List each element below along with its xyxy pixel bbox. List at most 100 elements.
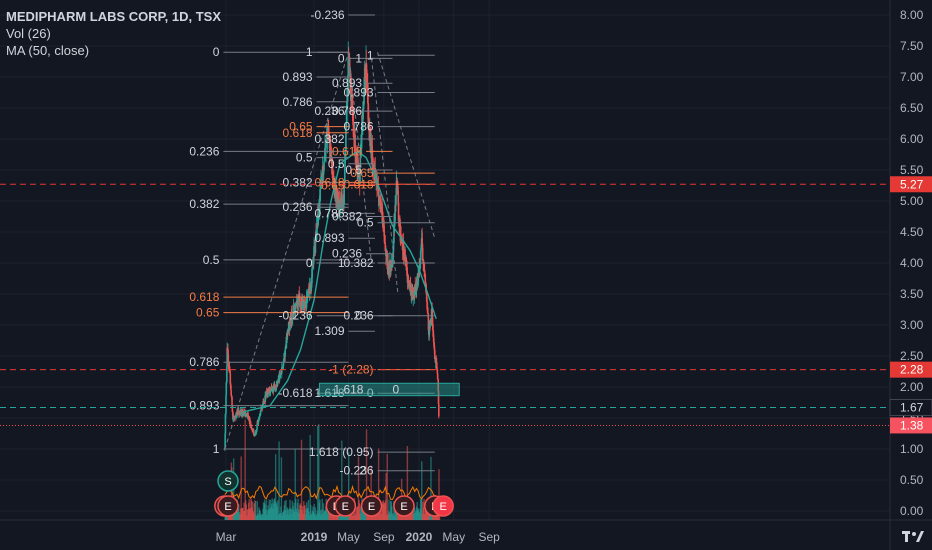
earnings-event-marker[interactable]: E: [432, 495, 454, 517]
candle-body: [306, 296, 308, 300]
candle-body: [274, 386, 277, 390]
candle-body: [383, 235, 386, 243]
event-letter: E: [368, 501, 375, 513]
candle-body: [337, 191, 339, 205]
volume-bar: [293, 502, 295, 520]
candle-body: [226, 347, 229, 350]
candle-body: [241, 412, 243, 416]
candle-body: [371, 149, 374, 167]
y-tick-label: 4.50: [900, 225, 924, 239]
candle-body: [316, 213, 319, 228]
candle-body: [421, 247, 424, 261]
candle-body: [347, 56, 350, 78]
candle-body: [307, 291, 309, 293]
y-tick-label: 1.00: [900, 442, 924, 456]
fib-trend-line: [348, 52, 373, 264]
candle-body: [437, 390, 440, 405]
fib-level-label: 0.236: [344, 309, 374, 323]
x-tick-label: 2019: [301, 530, 328, 544]
candle-body: [431, 309, 433, 318]
candle-body: [276, 381, 279, 385]
volume-bar: [310, 504, 312, 520]
earnings-event-marker[interactable]: E: [393, 495, 415, 517]
candle-body: [291, 311, 294, 320]
earnings-event-marker[interactable]: E: [334, 495, 357, 517]
candle-body: [313, 246, 315, 255]
legend-ma[interactable]: MA (50, close): [6, 43, 90, 58]
candle-body: [412, 288, 415, 292]
candle-body: [249, 419, 251, 425]
volume-bar: [438, 469, 440, 520]
event-circle[interactable]: [217, 495, 239, 517]
candle-body: [415, 283, 418, 292]
candle-body: [389, 259, 392, 266]
candle-body: [281, 367, 284, 370]
candle-body: [282, 360, 285, 366]
volume-bar: [297, 498, 299, 520]
fib-level-label: 0.236: [283, 200, 313, 214]
candle-body: [269, 391, 272, 393]
tv-logo-icon[interactable]: [902, 528, 924, 544]
fib-level-label: 0.893: [344, 86, 374, 100]
volume-bar: [300, 439, 303, 520]
candle-body: [355, 154, 358, 158]
y-tick-label: 3.00: [900, 318, 924, 332]
candle-body: [350, 95, 352, 101]
candle-body: [384, 244, 387, 251]
price-line-tag: [889, 398, 932, 416]
legend-volume[interactable]: Vol (26): [6, 26, 51, 41]
candle-body: [422, 260, 425, 271]
fib-level-label: 0.618: [314, 175, 344, 189]
earnings-event-marker[interactable]: E: [217, 495, 239, 517]
volume-bar: [277, 500, 279, 520]
event-circle[interactable]: [393, 495, 415, 517]
split-event-marker[interactable]: S: [217, 470, 239, 492]
candle-body: [343, 167, 346, 183]
candle-body: [312, 264, 314, 266]
candle-body: [359, 163, 361, 184]
candle-body: [295, 302, 297, 309]
fib-level-label: 0.5: [296, 151, 313, 165]
candle-body: [363, 77, 366, 91]
volume-bar: [377, 448, 380, 520]
event-circle[interactable]: [334, 495, 357, 517]
split-circle[interactable]: [217, 470, 239, 492]
volume-bar: [348, 451, 350, 520]
earnings-event-marker[interactable]: E: [360, 495, 383, 517]
candle-body: [433, 342, 436, 349]
candle-body: [252, 429, 255, 435]
candle-body: [258, 416, 261, 418]
fib-level-label: 0.893: [283, 70, 313, 84]
volume-bar: [240, 456, 242, 520]
fib-level-label: 0.5: [345, 163, 362, 177]
volume-bar: [430, 456, 432, 520]
volume-bar: [319, 499, 321, 520]
y-tick-label: 2.00: [900, 380, 924, 394]
fib-level-label: -0.236: [279, 309, 313, 323]
candle-body: [361, 115, 363, 135]
candle-body: [325, 138, 327, 149]
candle-body: [311, 268, 313, 284]
volume-bar: [391, 506, 393, 520]
y-tick-label: 7.00: [900, 70, 924, 84]
volume-bar: [254, 501, 257, 520]
fib-level-label: 0.618: [283, 126, 313, 140]
candle-body: [350, 74, 352, 101]
fib-level-label: 0.786: [189, 355, 219, 369]
candle-body: [432, 334, 435, 343]
volume-bar: [256, 501, 258, 520]
volume-bar: [280, 457, 283, 520]
candle-body: [417, 276, 420, 278]
legend-title[interactable]: MEDIPHARM LABS CORP, 1D, TSX: [6, 9, 222, 24]
candle-body: [387, 266, 390, 273]
event-circle[interactable]: [432, 495, 454, 517]
fib-level-label: 1: [213, 442, 220, 456]
fib-level-label: 0.5: [357, 216, 374, 230]
candle-body: [319, 189, 321, 202]
volume-bar: [354, 505, 357, 520]
event-circle[interactable]: [360, 495, 383, 517]
candle-body: [268, 389, 271, 393]
x-tick-label: May: [442, 530, 465, 544]
